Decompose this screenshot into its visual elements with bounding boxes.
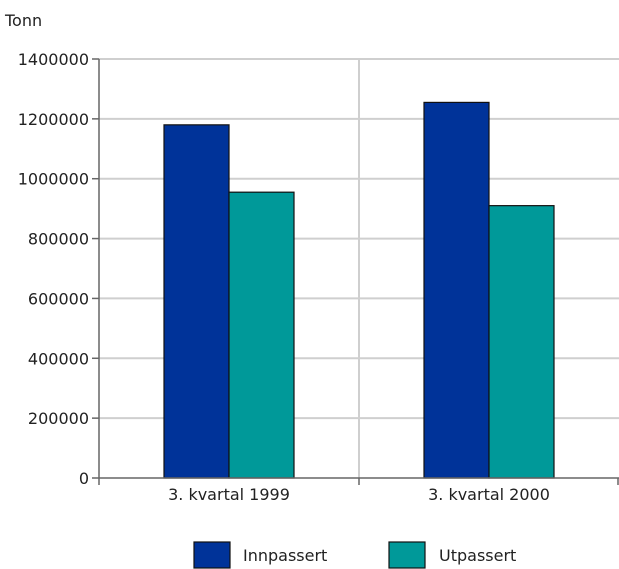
y-tick-label: 1000000 xyxy=(18,170,89,189)
legend-label-utpassert: Utpassert xyxy=(439,546,516,565)
y-tick-label: 800000 xyxy=(28,230,89,249)
x-category-label: 3. kvartal 2000 xyxy=(428,485,550,504)
x-axis-labels: 3. kvartal 1999 3. kvartal 2000 xyxy=(168,485,550,504)
y-axis-ticks: 0 200000 400000 600000 800000 1000000 1200000 1… xyxy=(18,50,99,488)
x-category-label: 3. kvartal 1999 xyxy=(168,485,290,504)
axes xyxy=(98,59,619,485)
bars xyxy=(163,101,555,479)
y-tick-label: 0 xyxy=(79,469,89,488)
y-tick-label: 1400000 xyxy=(18,50,89,69)
y-tick-label: 600000 xyxy=(28,289,89,308)
legend-label-innpassert: Innpassert xyxy=(243,546,327,565)
legend-swatch-utpassert xyxy=(388,541,426,569)
legend: Innpassert Utpassert xyxy=(193,541,516,569)
y-tick-label: 400000 xyxy=(28,349,89,368)
legend-swatch-innpassert xyxy=(193,541,231,569)
bar-innpassert-1 xyxy=(423,101,490,479)
y-tick-label: 200000 xyxy=(28,409,89,428)
bar-innpassert-0 xyxy=(163,124,230,479)
bar-utpassert-0 xyxy=(228,191,295,479)
y-tick-label: 1200000 xyxy=(18,110,89,129)
y-axis-unit-label: Tonn xyxy=(4,11,42,30)
bar-utpassert-1 xyxy=(488,205,555,479)
